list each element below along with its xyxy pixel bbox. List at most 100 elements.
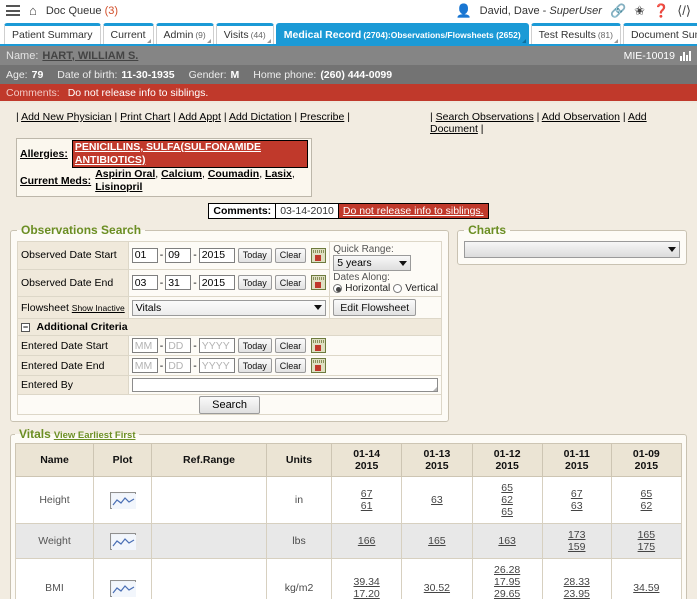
user-name[interactable]: David, Dave - SuperUser	[480, 5, 602, 17]
observed-end-today-button[interactable]: Today	[237, 275, 272, 291]
chevron-down-icon[interactable]	[206, 39, 211, 43]
med-item[interactable]: Aspirin Oral	[95, 168, 156, 180]
observed-start-clear-button[interactable]: Clear	[274, 247, 307, 263]
doc-queue-link[interactable]: Doc Queue (3)	[46, 5, 118, 17]
vital-value[interactable]: 175	[637, 541, 656, 553]
vital-value[interactable]: 63	[570, 500, 583, 512]
vital-value[interactable]: 61	[360, 500, 373, 512]
entered-end-month-input[interactable]: MM	[131, 358, 158, 373]
vital-value[interactable]: 17.95	[493, 576, 521, 588]
tab-medical-record[interactable]: Medical Record (2704):Observations/Flows…	[275, 23, 529, 44]
observed-end-month-input[interactable]: 03	[131, 275, 158, 291]
vital-value[interactable]: 165	[428, 535, 446, 547]
med-item[interactable]: Calcium	[161, 168, 202, 180]
vital-value[interactable]: 65	[640, 488, 653, 500]
flowsheet-select[interactable]: Vitals	[131, 299, 327, 316]
link-add-dictation[interactable]: Add Dictation	[228, 111, 292, 123]
med-item[interactable]: Lasix	[265, 168, 292, 180]
observed-start-month-input[interactable]: 01	[131, 247, 158, 263]
additional-criteria-header[interactable]: − Additional Criteria	[16, 318, 443, 336]
vital-value[interactable]: 28.33	[563, 576, 590, 588]
vital-value[interactable]: 166	[357, 535, 376, 547]
bar-chart-icon[interactable]	[680, 50, 691, 61]
entered-end-clear-button[interactable]: Clear	[274, 358, 307, 373]
radio-horizontal[interactable]	[333, 284, 343, 293]
chevron-down-icon[interactable]	[521, 39, 526, 43]
vital-value[interactable]: 159	[567, 541, 586, 553]
search-button[interactable]: Search	[199, 396, 260, 414]
med-item[interactable]: Coumadin	[207, 168, 260, 180]
help-icon[interactable]: ❓	[653, 3, 670, 18]
view-earliest-first-link[interactable]: View Earliest First	[53, 430, 136, 441]
calendar-icon[interactable]	[311, 275, 327, 291]
observed-start-year-input[interactable]: 2015	[198, 247, 235, 263]
calendar-icon[interactable]	[311, 338, 327, 353]
link-add-appt[interactable]: Add Appt	[178, 111, 221, 123]
vital-value[interactable]: 163	[498, 535, 516, 547]
link-search-observations[interactable]: Search Observations	[435, 111, 534, 123]
vital-value[interactable]: 29.65	[493, 588, 521, 599]
allergies-value[interactable]: PENICILLINS, SULFA(SULFONAMIDE ANTIBIOTI…	[71, 140, 308, 168]
radio-vertical[interactable]	[393, 284, 403, 293]
chevron-down-icon[interactable]	[146, 39, 151, 43]
link-print-chart[interactable]: Print Chart	[120, 111, 171, 123]
vital-value[interactable]: 173	[567, 529, 586, 541]
calendar-icon[interactable]	[311, 247, 327, 263]
observed-start-today-button[interactable]: Today	[237, 247, 272, 263]
entered-end-today-button[interactable]: Today	[237, 358, 272, 373]
charts-select[interactable]	[464, 241, 680, 258]
chevron-down-icon[interactable]	[266, 39, 271, 43]
entered-end-day-input[interactable]: DD	[165, 358, 192, 373]
edit-flowsheet-button[interactable]: Edit Flowsheet	[333, 299, 417, 316]
entered-by-input[interactable]	[131, 378, 439, 392]
link-icon[interactable]: 🔗	[609, 3, 627, 18]
vital-value[interactable]: 30.52	[423, 582, 451, 594]
observed-end-day-input[interactable]: 31	[165, 275, 192, 291]
collapse-toggle-icon[interactable]: −	[21, 322, 30, 332]
vital-value[interactable]: 67	[360, 488, 373, 500]
observed-start-day-input[interactable]: 09	[165, 247, 192, 263]
entered-start-year-input[interactable]: YYYY	[198, 338, 235, 353]
tab-test-results[interactable]: Test Results (81)	[530, 23, 621, 44]
vital-value[interactable]: 67	[570, 488, 583, 500]
link-prescribe[interactable]: Prescribe	[299, 111, 345, 123]
tab-document-summary[interactable]: Document Summary (267)	[622, 23, 697, 44]
chevron-down-icon[interactable]	[613, 39, 618, 43]
vital-value[interactable]: 65	[501, 506, 513, 518]
vital-value[interactable]: 65	[501, 482, 513, 494]
home-icon[interactable]: ⌂	[29, 3, 37, 18]
vital-value[interactable]: 62	[640, 500, 653, 512]
patient-name-value[interactable]: HART, WILLIAM S.	[42, 49, 139, 62]
tab-admin[interactable]: Admin (9)	[155, 23, 214, 44]
plot-icon[interactable]	[109, 532, 136, 550]
vital-value[interactable]: 39.34	[353, 576, 380, 588]
vital-value[interactable]: 165	[637, 529, 656, 541]
entered-start-clear-button[interactable]: Clear	[274, 338, 307, 353]
vital-value[interactable]: 34.59	[633, 582, 660, 594]
link-add-new-physician[interactable]: Add New Physician	[21, 111, 112, 123]
plot-icon[interactable]	[109, 491, 136, 509]
link-add-document[interactable]: Add Document	[430, 111, 647, 135]
observed-end-clear-button[interactable]: Clear	[274, 275, 307, 291]
calendar-icon[interactable]	[311, 358, 327, 373]
vital-value[interactable]: 26.28	[493, 564, 521, 576]
tab-current[interactable]: Current	[102, 23, 154, 44]
tab-patient-summary[interactable]: Patient Summary	[4, 23, 101, 44]
link-add-observation[interactable]: Add Observation	[541, 111, 620, 123]
tab-visits[interactable]: Visits (44)	[215, 23, 274, 44]
code-icon[interactable]: ⟨/⟩	[677, 3, 691, 18]
plot-icon[interactable]	[109, 579, 136, 597]
vital-value[interactable]: 62	[501, 494, 513, 506]
wand-icon[interactable]: ✬	[634, 3, 646, 18]
show-inactive-link[interactable]: Show Inactive	[71, 302, 125, 313]
vital-value[interactable]: 17.20	[353, 588, 380, 599]
med-item[interactable]: Lisinopril	[95, 181, 143, 193]
hamburger-menu-icon[interactable]	[6, 5, 20, 16]
entered-start-day-input[interactable]: DD	[165, 338, 192, 353]
entered-start-today-button[interactable]: Today	[237, 338, 272, 353]
entered-end-year-input[interactable]: YYYY	[198, 358, 235, 373]
vital-value[interactable]: 23.95	[563, 588, 590, 599]
observed-end-year-input[interactable]: 2015	[198, 275, 235, 291]
comment-chip-text[interactable]: Do not release info to siblings.	[338, 204, 488, 218]
quick-range-select[interactable]: 5 years	[333, 255, 412, 271]
